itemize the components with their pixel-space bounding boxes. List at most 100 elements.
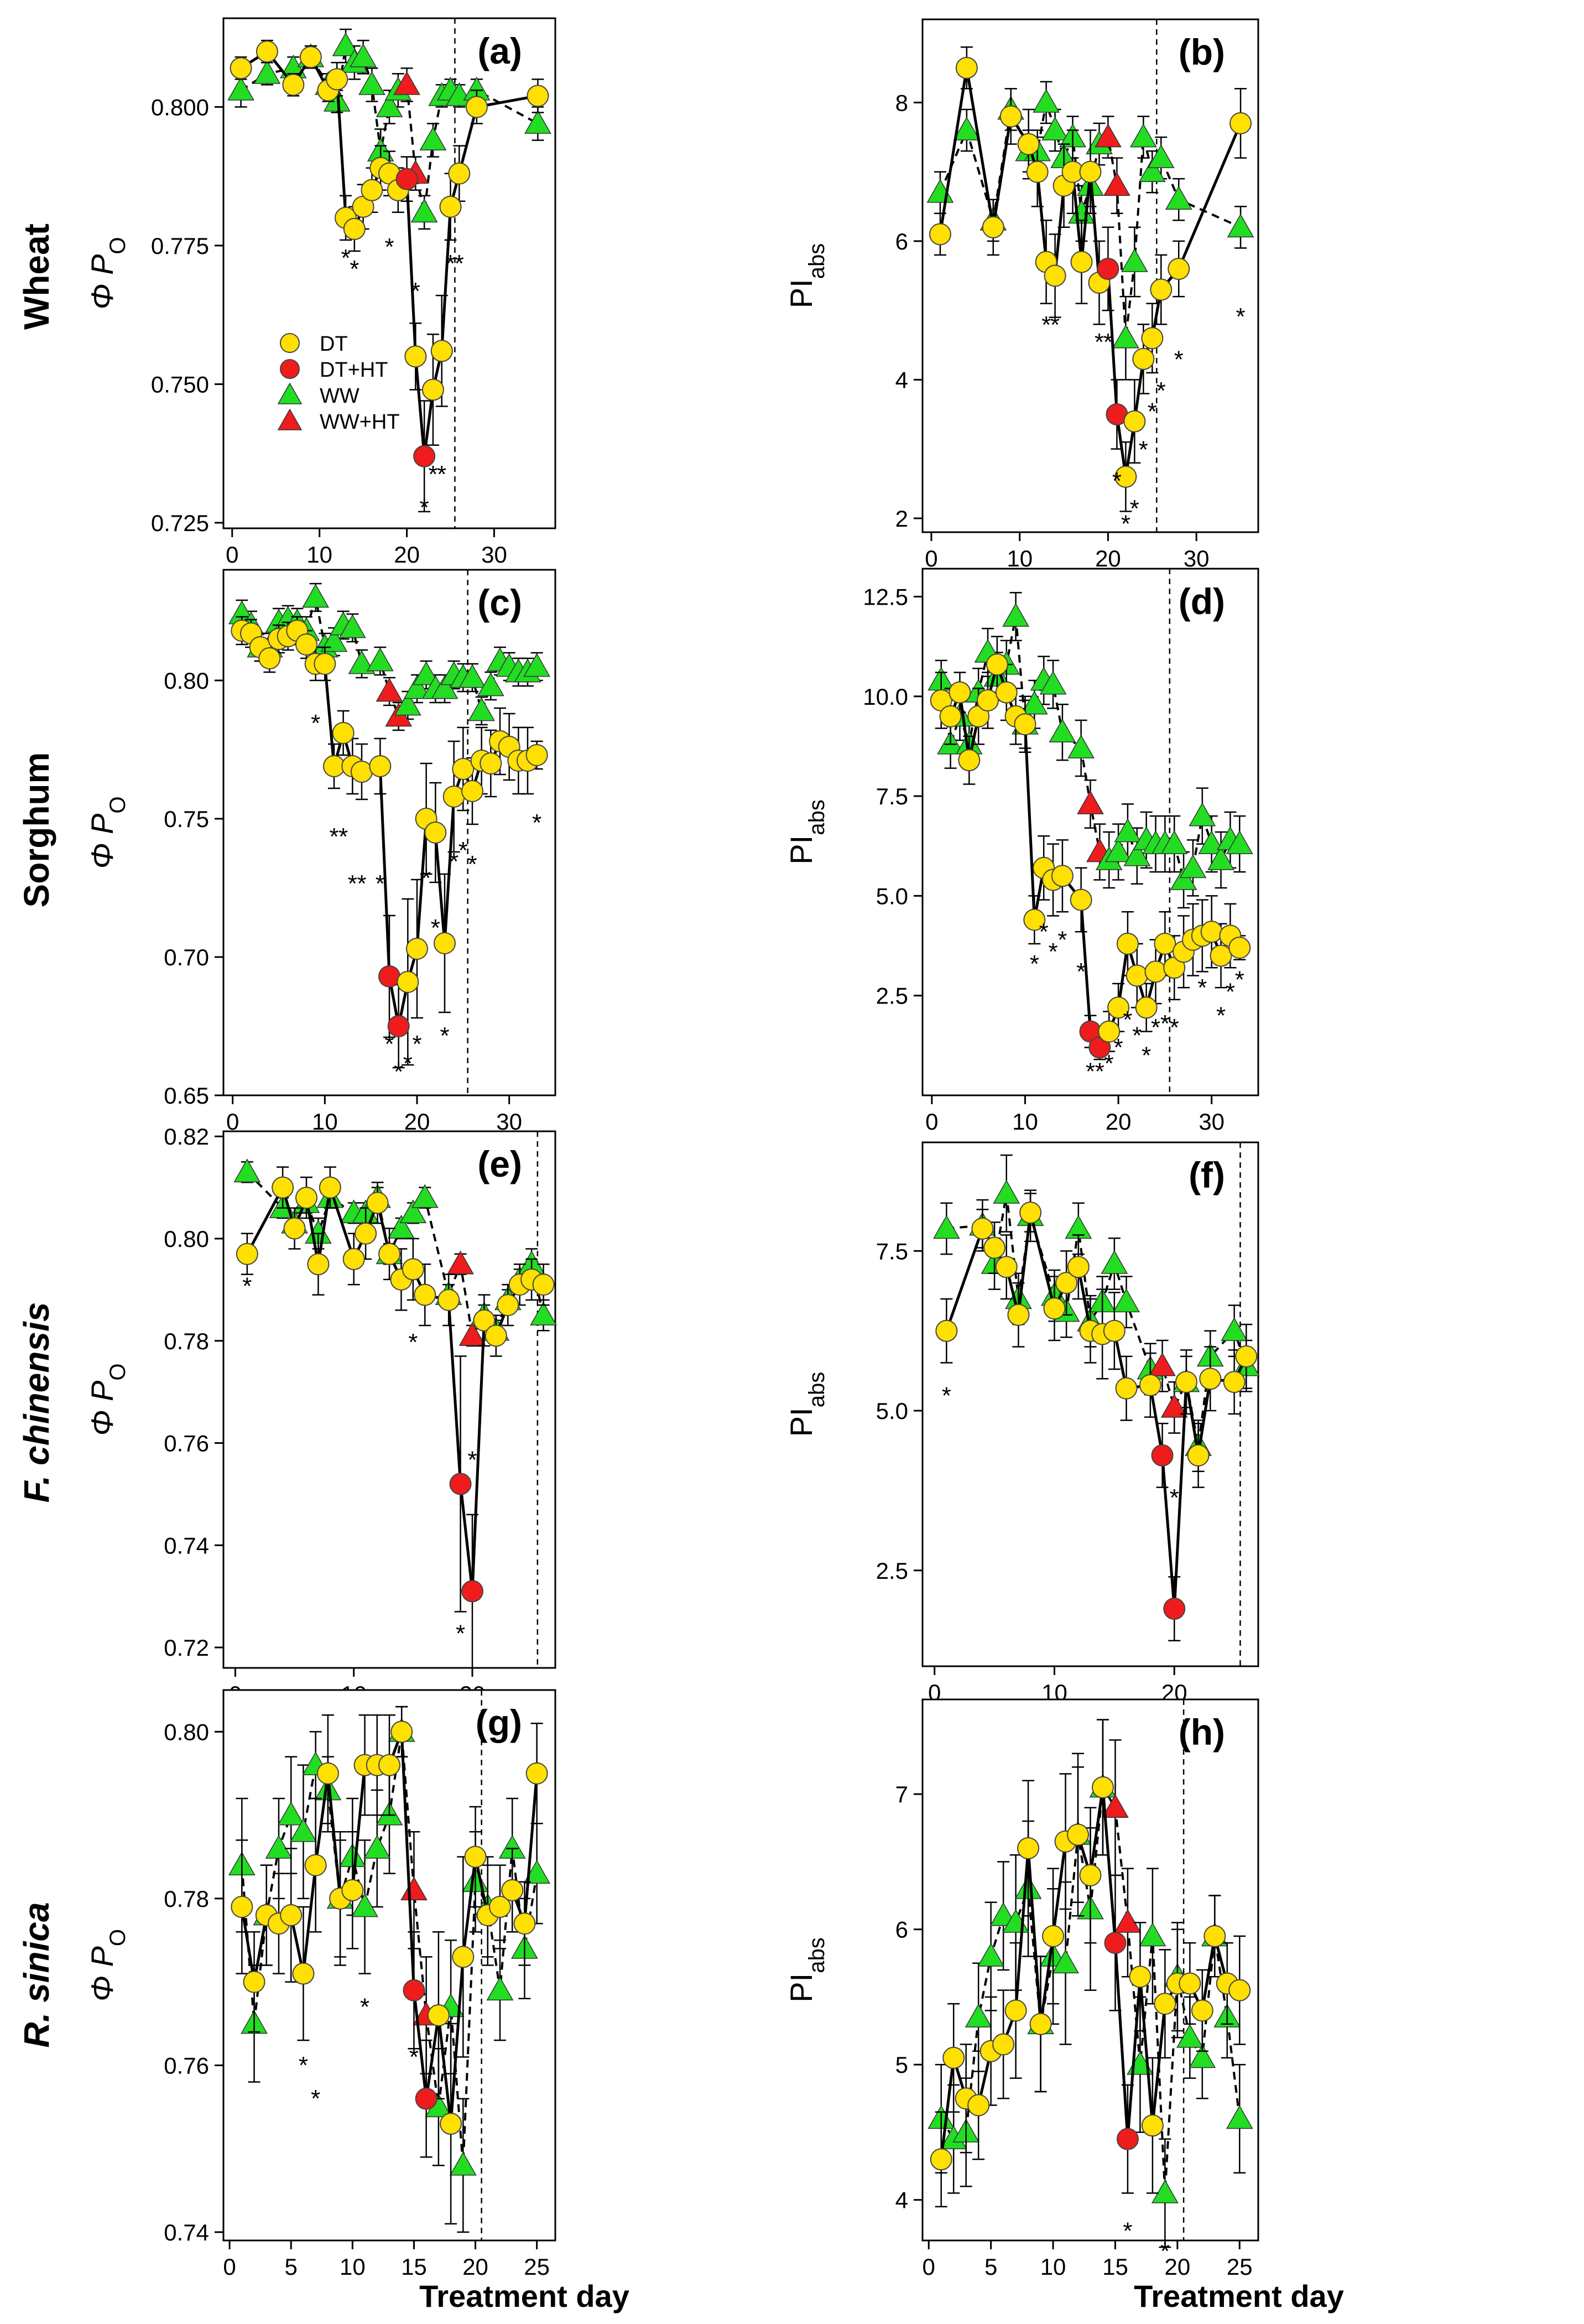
marker-dt [355, 1222, 377, 1245]
y-tick-label: 0.74 [164, 1532, 209, 1558]
x-tick-label: 10 [1040, 2254, 1066, 2280]
y-tick-label: 8 [895, 90, 908, 116]
marker-dt [955, 56, 978, 79]
marker-dt [332, 722, 355, 744]
marker-dt-ht [1116, 2128, 1139, 2150]
marker-dt [378, 1754, 400, 1776]
marker-ww [253, 60, 281, 84]
marker-ww [1020, 690, 1048, 715]
marker-ww-ht [1077, 790, 1104, 814]
marker-dt-ht [449, 1473, 472, 1495]
marker-dt [1051, 865, 1074, 887]
y-tick-label: 0.750 [151, 371, 209, 397]
y-tick-label: 0.74 [164, 2219, 209, 2245]
marker-dt [430, 340, 453, 362]
legend-marker [280, 359, 300, 379]
marker-ww [524, 110, 551, 134]
marker-ww [477, 672, 504, 696]
plot-frame [222, 1130, 556, 1669]
y-tick-label: 0.775 [151, 233, 209, 259]
y-tick-label: 0.78 [164, 1328, 209, 1354]
marker-dt-ht [1097, 257, 1119, 280]
significance-star: * [420, 494, 429, 521]
marker-dt [421, 378, 444, 401]
significance-star: * [1226, 978, 1235, 1005]
marker-ww [1221, 1317, 1248, 1342]
marker-dt [1115, 1377, 1138, 1400]
marker-dt [982, 216, 1004, 238]
marker-dt [1067, 1823, 1090, 1846]
x-tick-label: 20 [394, 542, 420, 568]
x-axis-title-right: Treatment day [1134, 2279, 1344, 2313]
marker-ww [302, 584, 330, 608]
significance-star: * [532, 809, 541, 836]
marker-ww [468, 697, 496, 721]
y-tick-label: 5.0 [876, 1398, 908, 1424]
marker-ww [1151, 2179, 1179, 2203]
y-tick-label: 0.78 [164, 1886, 209, 1912]
marker-ww [1033, 89, 1060, 113]
y-tick-label: 0.70 [164, 944, 209, 970]
marker-dt [1014, 713, 1036, 736]
series-line-dt [939, 66, 1242, 479]
marker-dt [280, 1904, 303, 1927]
x-tick-label: 0 [925, 545, 937, 571]
row-label-f-chinensis: F. chinensis [17, 1302, 56, 1503]
y-tick-label: 6 [895, 228, 908, 254]
marker-dt [1007, 1303, 1030, 1326]
marker-dt [304, 1854, 327, 1876]
marker-dt [1203, 1925, 1226, 1947]
marker-dt [397, 971, 419, 993]
marker-dt [282, 74, 305, 96]
panel-label: (c) [477, 582, 522, 623]
marker-ww [530, 1301, 557, 1325]
marker-ww [1170, 866, 1197, 890]
y-axis-label: Φ PO [85, 1929, 130, 2001]
marker-ww [1039, 670, 1067, 695]
marker-dt [501, 1879, 524, 1901]
marker-dt [465, 96, 488, 118]
marker-dt [442, 786, 465, 808]
marker-dt [1154, 1993, 1176, 2015]
marker-dt [1132, 347, 1155, 370]
marker-dt [1135, 996, 1158, 1019]
series-dt [230, 39, 549, 513]
significance-star: * [1121, 510, 1130, 537]
marker-dt [1144, 960, 1167, 983]
marker-dt [513, 1912, 536, 1935]
significance-star: * [1139, 436, 1148, 463]
significance-star: * [1123, 1006, 1132, 1033]
marker-dt [992, 2033, 1015, 2056]
x-tick-label: 20 [1095, 545, 1121, 571]
marker-dt [434, 932, 456, 954]
marker-dt-ht [403, 1979, 425, 2001]
significance-star: * [1148, 398, 1157, 425]
marker-dt [343, 217, 366, 240]
marker-dt [440, 2112, 462, 2135]
x-tick-label: 30 [1184, 545, 1210, 571]
legend-marker [277, 382, 303, 404]
marker-ww-ht [1160, 1394, 1188, 1418]
marker-dt-ht [395, 168, 418, 190]
series-dt [929, 46, 1252, 512]
x-tick-label: 20 [1106, 1109, 1132, 1135]
marker-dt [323, 755, 345, 777]
y-tick-label: 0.76 [164, 1431, 209, 1457]
marker-ww [1052, 1949, 1079, 1974]
marker-dt [230, 57, 252, 80]
marker-ww [1227, 214, 1254, 238]
marker-dt [995, 1256, 1018, 1278]
marker-dt [1091, 1776, 1114, 1798]
panel-label: (d) [1179, 581, 1225, 622]
y-tick-label: 2.5 [876, 1558, 908, 1584]
marker-dt [1175, 1371, 1197, 1394]
y-axis-label: PIabs [784, 1937, 829, 2002]
marker-ww [1207, 846, 1234, 870]
significance-star: * [421, 865, 431, 892]
significance-star: * [456, 1620, 465, 1647]
series-ww [228, 583, 551, 731]
significance-star: * [1170, 1014, 1179, 1041]
significance-star: * [1235, 966, 1244, 994]
marker-dt [1067, 1256, 1090, 1278]
